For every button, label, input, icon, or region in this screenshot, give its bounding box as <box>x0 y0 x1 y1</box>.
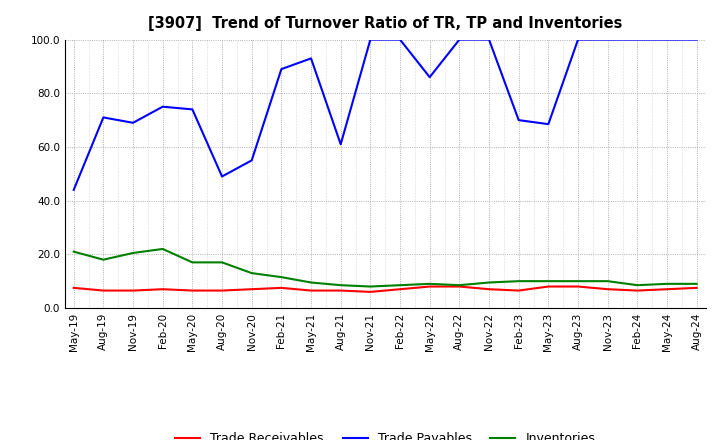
Trade Payables <box>662 37 671 42</box>
Trade Receivables <box>307 288 315 293</box>
Inventories <box>633 282 642 288</box>
Trade Receivables <box>396 286 405 292</box>
Trade Payables <box>396 37 405 42</box>
Trade Receivables <box>129 288 138 293</box>
Trade Receivables <box>426 284 434 289</box>
Inventories <box>307 280 315 285</box>
Trade Payables <box>129 120 138 125</box>
Trade Receivables <box>633 288 642 293</box>
Legend: Trade Receivables, Trade Payables, Inventories: Trade Receivables, Trade Payables, Inven… <box>170 427 600 440</box>
Inventories <box>217 260 226 265</box>
Trade Payables <box>69 187 78 193</box>
Inventories <box>336 282 345 288</box>
Trade Payables <box>307 56 315 61</box>
Title: [3907]  Trend of Turnover Ratio of TR, TP and Inventories: [3907] Trend of Turnover Ratio of TR, TP… <box>148 16 622 32</box>
Trade Receivables <box>248 286 256 292</box>
Trade Payables <box>188 107 197 112</box>
Inventories <box>693 281 701 286</box>
Trade Payables <box>217 174 226 179</box>
Trade Receivables <box>574 284 582 289</box>
Line: Trade Receivables: Trade Receivables <box>73 286 697 292</box>
Trade Payables <box>336 142 345 147</box>
Trade Payables <box>603 37 612 42</box>
Trade Payables <box>158 104 167 109</box>
Line: Trade Payables: Trade Payables <box>73 40 697 190</box>
Trade Payables <box>633 37 642 42</box>
Trade Receivables <box>277 285 286 290</box>
Trade Receivables <box>693 285 701 290</box>
Trade Payables <box>485 37 493 42</box>
Inventories <box>426 281 434 286</box>
Inventories <box>158 246 167 252</box>
Inventories <box>188 260 197 265</box>
Inventories <box>603 279 612 284</box>
Trade Payables <box>248 158 256 163</box>
Trade Receivables <box>69 285 78 290</box>
Trade Payables <box>574 37 582 42</box>
Trade Receivables <box>455 284 464 289</box>
Trade Receivables <box>99 288 108 293</box>
Trade Receivables <box>603 286 612 292</box>
Inventories <box>485 280 493 285</box>
Line: Inventories: Inventories <box>73 249 697 286</box>
Inventories <box>129 250 138 256</box>
Trade Receivables <box>158 286 167 292</box>
Trade Receivables <box>188 288 197 293</box>
Trade Payables <box>366 37 374 42</box>
Trade Payables <box>514 117 523 123</box>
Inventories <box>248 271 256 276</box>
Trade Receivables <box>485 286 493 292</box>
Trade Receivables <box>336 288 345 293</box>
Trade Receivables <box>544 284 553 289</box>
Inventories <box>99 257 108 262</box>
Inventories <box>662 281 671 286</box>
Inventories <box>366 284 374 289</box>
Inventories <box>396 282 405 288</box>
Inventories <box>544 279 553 284</box>
Inventories <box>277 275 286 280</box>
Trade Payables <box>99 115 108 120</box>
Trade Receivables <box>514 288 523 293</box>
Inventories <box>514 279 523 284</box>
Trade Payables <box>693 37 701 42</box>
Inventories <box>574 279 582 284</box>
Trade Receivables <box>662 286 671 292</box>
Inventories <box>455 282 464 288</box>
Trade Receivables <box>217 288 226 293</box>
Trade Payables <box>426 74 434 80</box>
Trade Payables <box>544 121 553 127</box>
Trade Payables <box>277 66 286 72</box>
Trade Payables <box>455 37 464 42</box>
Inventories <box>69 249 78 254</box>
Trade Receivables <box>366 289 374 294</box>
